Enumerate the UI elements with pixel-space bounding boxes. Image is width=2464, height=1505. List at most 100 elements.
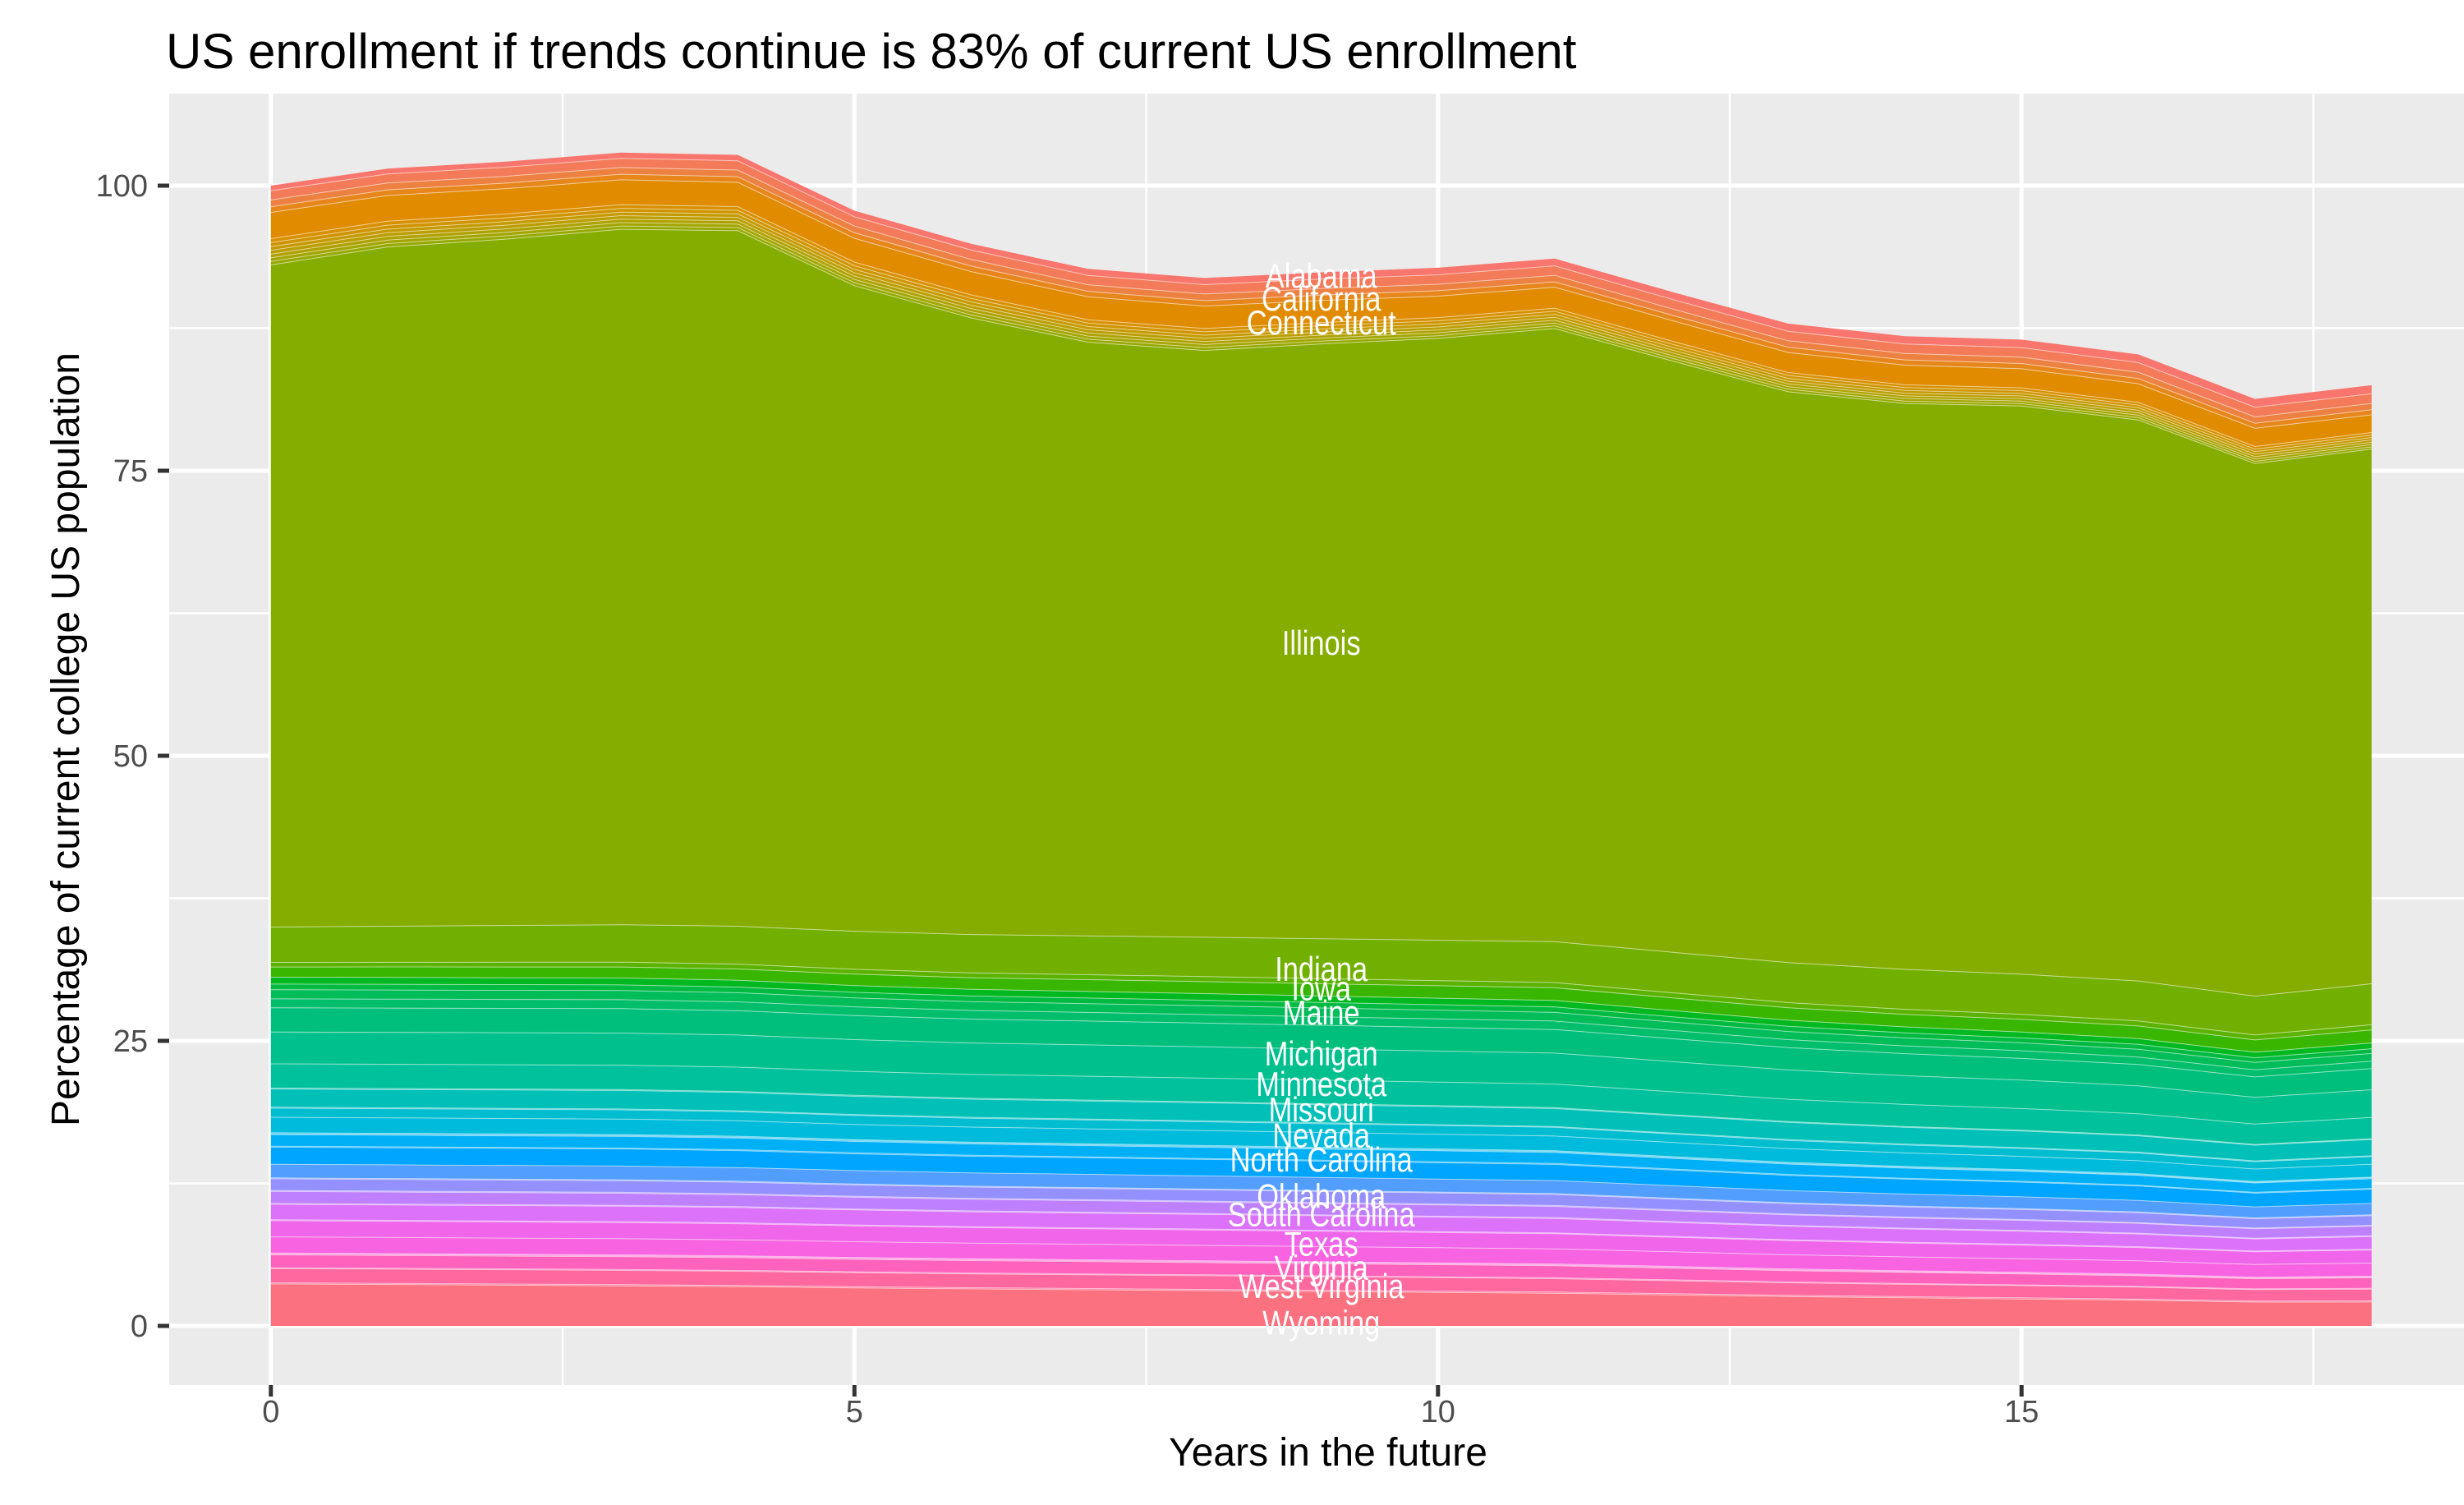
area-series-oklahoma — [270, 1178, 2372, 1228]
band-separator — [270, 1204, 2372, 1240]
state-label: Nevada — [1272, 1116, 1370, 1155]
area-series-california — [270, 179, 2372, 447]
band-separator — [270, 1219, 2372, 1252]
band-separator — [270, 211, 2372, 453]
band-separator — [270, 1163, 2372, 1208]
band-separator — [270, 1253, 2372, 1279]
area-series-wyoming — [270, 1283, 2372, 1326]
area-series-missouri — [270, 1088, 2372, 1162]
state-label: Oklahoma — [1257, 1176, 1386, 1215]
area-series-west-virginia — [270, 1268, 2372, 1301]
state-label: Indiana — [1275, 950, 1368, 988]
band-separator — [270, 1146, 2372, 1194]
band-separator — [270, 1145, 2372, 1193]
stacked-area-chart-figure: US enrollment if trends continue is 83% … — [33, 13, 2464, 1492]
band-separator — [270, 1031, 2372, 1098]
band-separator — [270, 1203, 2372, 1239]
band-separator — [270, 173, 2372, 424]
state-label: Illinois — [1282, 624, 1361, 662]
band-separator — [270, 1283, 2372, 1303]
x-axis-title: Years in the future — [1169, 1431, 1487, 1475]
band-separator — [270, 1178, 2372, 1220]
x-tick-label: 0 — [262, 1395, 279, 1429]
area-series-north-dakota — [270, 1164, 2372, 1218]
y-tick-label: 75 — [113, 454, 148, 489]
band-separator — [270, 998, 2372, 1070]
area-series-maine — [270, 989, 2372, 1070]
band-separator — [270, 924, 2372, 997]
area-series-illinois — [270, 229, 2372, 996]
area-series-nevada — [270, 1117, 2372, 1182]
area-series-michigan — [270, 1032, 2372, 1125]
band-separator — [270, 1133, 2372, 1183]
band-separator — [270, 1190, 2372, 1229]
state-label: Alabama — [1266, 256, 1377, 295]
band-separator — [270, 158, 2372, 408]
y-axis-tick-labels: 0 25 50 75 100 — [96, 169, 148, 1344]
band-separator — [270, 179, 2372, 429]
band-separator — [270, 1107, 2372, 1162]
y-tick-label: 50 — [113, 739, 148, 774]
y-tick-label: 25 — [113, 1024, 148, 1059]
x-axis-ticks — [269, 1385, 2024, 1397]
band-separator — [270, 1190, 2372, 1230]
area-series-texas — [270, 1236, 2372, 1277]
band-separator — [270, 208, 2372, 450]
band-separator — [270, 983, 2372, 1059]
band-separator — [270, 167, 2372, 418]
x-axis-tick-labels: 0 5 10 15 — [262, 1395, 2039, 1429]
band-separator — [270, 204, 2372, 448]
band-separator — [270, 222, 2372, 460]
band-separator — [270, 966, 2372, 1041]
band-separator — [270, 214, 2372, 455]
area-series-maryland — [270, 998, 2372, 1077]
area-series-tennessee — [270, 1220, 2372, 1265]
band-separator — [270, 1254, 2372, 1280]
band-separator — [270, 1116, 2372, 1170]
state-label: Iowa — [1291, 969, 1351, 1008]
band-separator — [270, 1236, 2372, 1265]
area-series-massachusetts — [270, 1007, 2372, 1098]
area-series-minnesota — [270, 1064, 2372, 1145]
band-separator — [270, 1088, 2372, 1146]
state-label: South Carolina — [1228, 1194, 1415, 1233]
y-tick-label: 0 — [131, 1309, 148, 1344]
x-tick-label: 5 — [846, 1395, 863, 1429]
band-separator — [270, 1063, 2372, 1125]
area-series-nebraska — [270, 1107, 2372, 1169]
area-series-group — [270, 152, 2372, 1326]
y-axis-title: Percentage of current college US populat… — [44, 352, 88, 1126]
band-separator — [270, 228, 2372, 464]
band-separator — [270, 1177, 2372, 1219]
area-series-virginia — [270, 1254, 2372, 1289]
band-separator — [270, 1088, 2372, 1145]
band-separator — [270, 1132, 2372, 1182]
area-series-new-mexico — [270, 1135, 2372, 1193]
band-separator — [270, 989, 2372, 1063]
x-tick-label: 10 — [1421, 1395, 1455, 1429]
state-label: Missouri — [1269, 1090, 1374, 1129]
state-label: Texas — [1285, 1225, 1358, 1263]
band-separator — [270, 219, 2372, 458]
chart-canvas: US enrollment if trends continue is 83% … — [44, 24, 2464, 1475]
area-series-alaska — [270, 158, 2372, 417]
band-separator — [270, 961, 2372, 1036]
y-tick-label: 100 — [96, 169, 148, 204]
state-label: North Carolina — [1230, 1140, 1414, 1179]
band-separator — [270, 977, 2372, 1053]
state-label: Minnesota — [1256, 1065, 1386, 1103]
state-label: Wyoming — [1262, 1303, 1380, 1342]
state-label: Maine — [1283, 993, 1360, 1032]
x-tick-label: 15 — [2004, 1395, 2039, 1429]
area-series-south-carolina — [270, 1204, 2372, 1251]
plot-title: US enrollment if trends continue is 83% … — [166, 24, 1577, 79]
state-label: Connecticut — [1247, 303, 1396, 342]
band-separator — [270, 1268, 2372, 1291]
area-series-indiana — [270, 924, 2372, 1035]
band-separator — [270, 1107, 2372, 1162]
band-separator — [270, 225, 2372, 463]
state-label: Virginia — [1275, 1249, 1369, 1287]
band-separator — [270, 1220, 2372, 1253]
band-separator — [270, 1007, 2372, 1078]
